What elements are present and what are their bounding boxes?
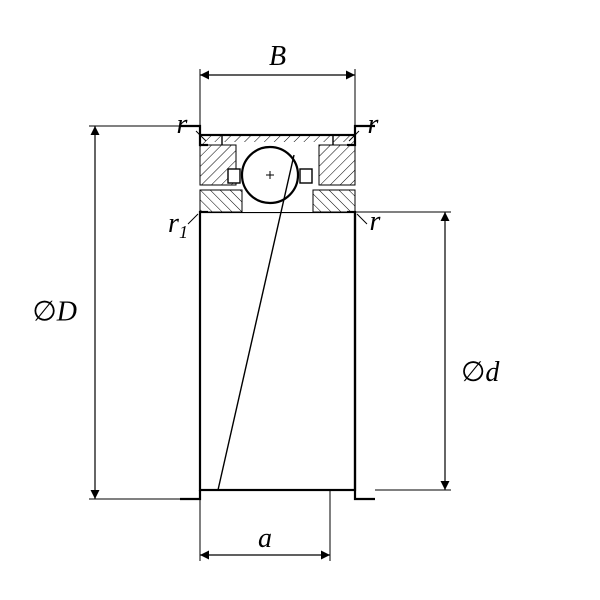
svg-text:r1: r1 <box>168 208 188 242</box>
svg-text:∅d: ∅d <box>461 357 500 388</box>
svg-text:a: a <box>258 523 272 554</box>
bearing-cross-section-diagram: Br r r r1 ∅D ∅d a <box>0 0 600 600</box>
svg-text:∅D: ∅D <box>32 297 77 328</box>
svg-text:r: r <box>368 109 379 140</box>
svg-text:r: r <box>177 109 188 140</box>
svg-text:B: B <box>269 41 286 72</box>
svg-text:r: r <box>370 206 381 237</box>
